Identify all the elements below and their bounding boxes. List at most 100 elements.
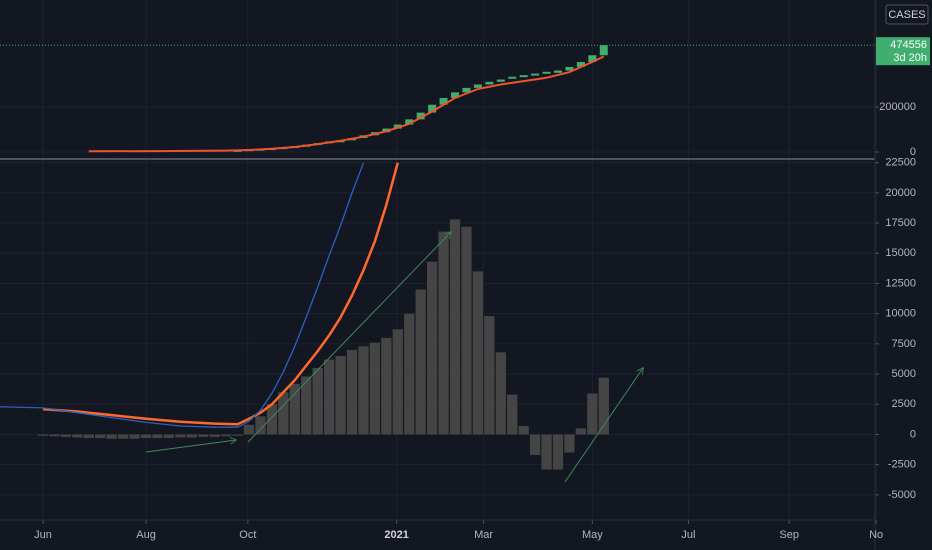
box bbox=[473, 84, 482, 88]
bar bbox=[186, 434, 197, 438]
trend-arrow bbox=[247, 232, 451, 443]
y-tick-label: 2500 bbox=[892, 398, 916, 410]
bar bbox=[587, 393, 598, 435]
bar bbox=[278, 392, 289, 435]
bar bbox=[529, 434, 541, 456]
bar bbox=[484, 316, 495, 435]
box bbox=[599, 45, 608, 56]
bar bbox=[163, 434, 175, 439]
box bbox=[508, 76, 517, 79]
bar bbox=[117, 434, 129, 439]
bar bbox=[106, 434, 117, 439]
box bbox=[462, 87, 471, 93]
y-tick-label: 15000 bbox=[885, 247, 916, 259]
x-tick-label: No bbox=[869, 529, 883, 541]
bar bbox=[426, 261, 438, 435]
bar bbox=[575, 428, 587, 435]
x-tick-label: Jul bbox=[681, 529, 695, 541]
y-tick-label: 0 bbox=[910, 146, 916, 158]
box bbox=[588, 55, 597, 62]
box bbox=[416, 112, 425, 120]
bar bbox=[301, 376, 312, 435]
box bbox=[485, 81, 494, 85]
line bbox=[42, 162, 400, 426]
bar bbox=[83, 434, 94, 439]
y-tick-label: 0 bbox=[910, 428, 916, 440]
line bbox=[88, 55, 605, 153]
box bbox=[451, 92, 460, 98]
bar bbox=[461, 226, 472, 435]
x-tick-label: Sep bbox=[779, 529, 799, 541]
marks bbox=[0, 44, 875, 470]
annotations bbox=[145, 232, 643, 483]
box bbox=[565, 66, 574, 71]
bar bbox=[415, 289, 426, 435]
x-tick-label: May bbox=[582, 529, 603, 541]
bar bbox=[541, 434, 552, 470]
box bbox=[554, 70, 563, 73]
box bbox=[439, 97, 448, 105]
grid bbox=[0, 0, 879, 524]
bar bbox=[209, 434, 220, 437]
x-tick-label: Mar bbox=[474, 529, 493, 541]
bar bbox=[358, 346, 369, 435]
bar bbox=[312, 368, 323, 435]
bar bbox=[37, 434, 49, 436]
y-tick-label: 10000 bbox=[885, 308, 916, 320]
line bbox=[0, 162, 365, 428]
box bbox=[496, 79, 505, 82]
bar bbox=[175, 434, 186, 438]
bar bbox=[232, 434, 243, 436]
y-tick-label: -2500 bbox=[888, 459, 916, 471]
countdown-label: 3d 20h bbox=[893, 52, 927, 64]
y-tick-label: -5000 bbox=[888, 489, 916, 501]
bar bbox=[518, 426, 529, 435]
box bbox=[542, 71, 551, 74]
x-tick-label: Aug bbox=[136, 529, 156, 541]
bar bbox=[243, 424, 255, 435]
trend-arrow bbox=[564, 368, 643, 483]
bar bbox=[369, 342, 381, 435]
box bbox=[519, 75, 528, 78]
labels: CASES Jun Aug Oct 2021 Mar May Jul Sep No0200000… bbox=[34, 4, 930, 541]
bar bbox=[72, 434, 83, 438]
x-tick-label: 2021 bbox=[384, 529, 408, 541]
last-value-label: 474556 bbox=[890, 39, 927, 51]
bar bbox=[255, 416, 266, 435]
y-tick-label: 20000 bbox=[885, 187, 916, 199]
bar bbox=[60, 434, 72, 437]
bar bbox=[438, 231, 449, 435]
box bbox=[405, 119, 414, 125]
bar bbox=[598, 377, 609, 435]
bar bbox=[404, 313, 415, 435]
bar bbox=[381, 337, 392, 435]
bar bbox=[266, 404, 278, 435]
bar bbox=[564, 434, 575, 453]
bar bbox=[323, 359, 335, 435]
y-tick-label: 200000 bbox=[879, 101, 916, 113]
bar bbox=[552, 434, 564, 470]
bar bbox=[289, 383, 300, 435]
bar bbox=[95, 434, 106, 439]
y-tick-label: 5000 bbox=[892, 368, 916, 380]
y-tick-label: 22500 bbox=[885, 157, 916, 169]
title-box bbox=[885, 4, 929, 25]
bar bbox=[495, 352, 506, 435]
bar bbox=[346, 349, 358, 435]
last-value-box bbox=[876, 37, 930, 66]
bar bbox=[49, 434, 60, 437]
x-tick-label: Oct bbox=[239, 529, 256, 541]
y-tick-label: 17500 bbox=[885, 217, 916, 229]
bar bbox=[152, 434, 163, 439]
bar bbox=[507, 394, 518, 435]
box bbox=[531, 73, 540, 76]
box bbox=[428, 104, 437, 113]
bar bbox=[198, 434, 209, 437]
box bbox=[576, 61, 585, 67]
chart-title: CASES bbox=[888, 9, 925, 21]
bar bbox=[335, 355, 346, 435]
y-tick-label: 7500 bbox=[892, 338, 916, 350]
trend-arrow bbox=[145, 440, 236, 453]
